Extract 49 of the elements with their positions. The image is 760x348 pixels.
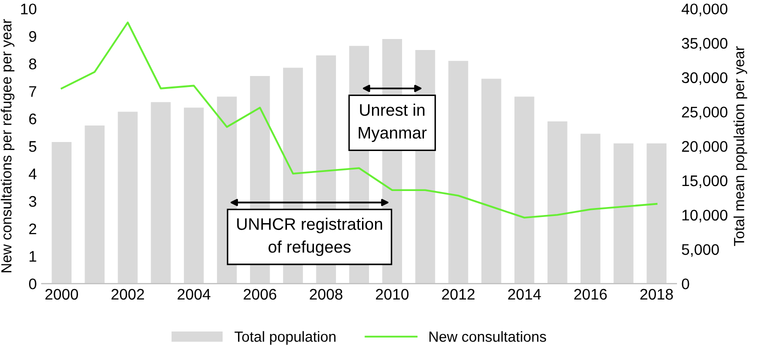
y-tick-label: 10 [21,4,36,14]
y-tick-label: 3 [29,196,36,207]
y-tick-label: 9 [29,31,36,42]
bar [184,108,204,284]
y-tick-label: 1 [30,251,36,262]
bar [448,60,468,284]
y-axis-title: New consultations per refugee per year [0,19,14,272]
y2-tick-label: 5,000 [682,244,719,257]
x-tick-label: 2014 [508,288,541,300]
y-tick-label: 2 [29,224,36,234]
annotation: UNHCR registration of refugees [237,218,382,256]
bar [84,126,105,284]
line-series [60,22,658,219]
x-tick-label: 2008 [310,288,342,300]
y-tick-label: 5 [29,141,36,152]
y-tick-label: 4 [28,168,36,180]
y2-tick-label: 20,000 [682,141,728,154]
x-tick-label: 2010 [376,288,409,300]
y-tick-label: 0 [29,278,36,290]
annotation: Unrest in Myanmar [358,104,427,142]
y2-tick-label: 40,000 [682,4,728,16]
legend-label: Total population [234,331,336,345]
y2-tick-label: 0 [682,278,690,290]
legend-label: New consultations [429,331,546,342]
x-tick-label: 2006 [244,288,276,300]
x-tick-label: 2004 [178,288,210,300]
bar [580,134,600,284]
bar [614,143,634,284]
bar [52,142,72,284]
y2-axis-title: Total mean population per year [734,46,748,246]
y-tick-label: 6 [29,114,36,124]
bar [481,78,502,284]
x-tick-label: 2000 [45,288,78,300]
bar [646,143,666,284]
bar [150,102,171,284]
y2-tick-label: 15,000 [682,175,728,188]
y2-tick-label: 35,000 [682,38,728,51]
y-tick-label: 7 [29,86,36,97]
x-tick-label: 2012 [442,288,474,300]
y-tick-label: 8 [29,58,36,70]
x-tick-label: 2002 [112,288,144,300]
bar [118,112,138,284]
bar [514,96,534,284]
x-tick-label: 2016 [574,288,607,300]
x-tick-label: 2018 [640,288,673,300]
y2-tick-label: 30,000 [682,72,728,85]
y2-tick-label: 10,000 [682,210,728,222]
bar [547,121,568,284]
y2-tick-label: 25,000 [682,106,728,120]
